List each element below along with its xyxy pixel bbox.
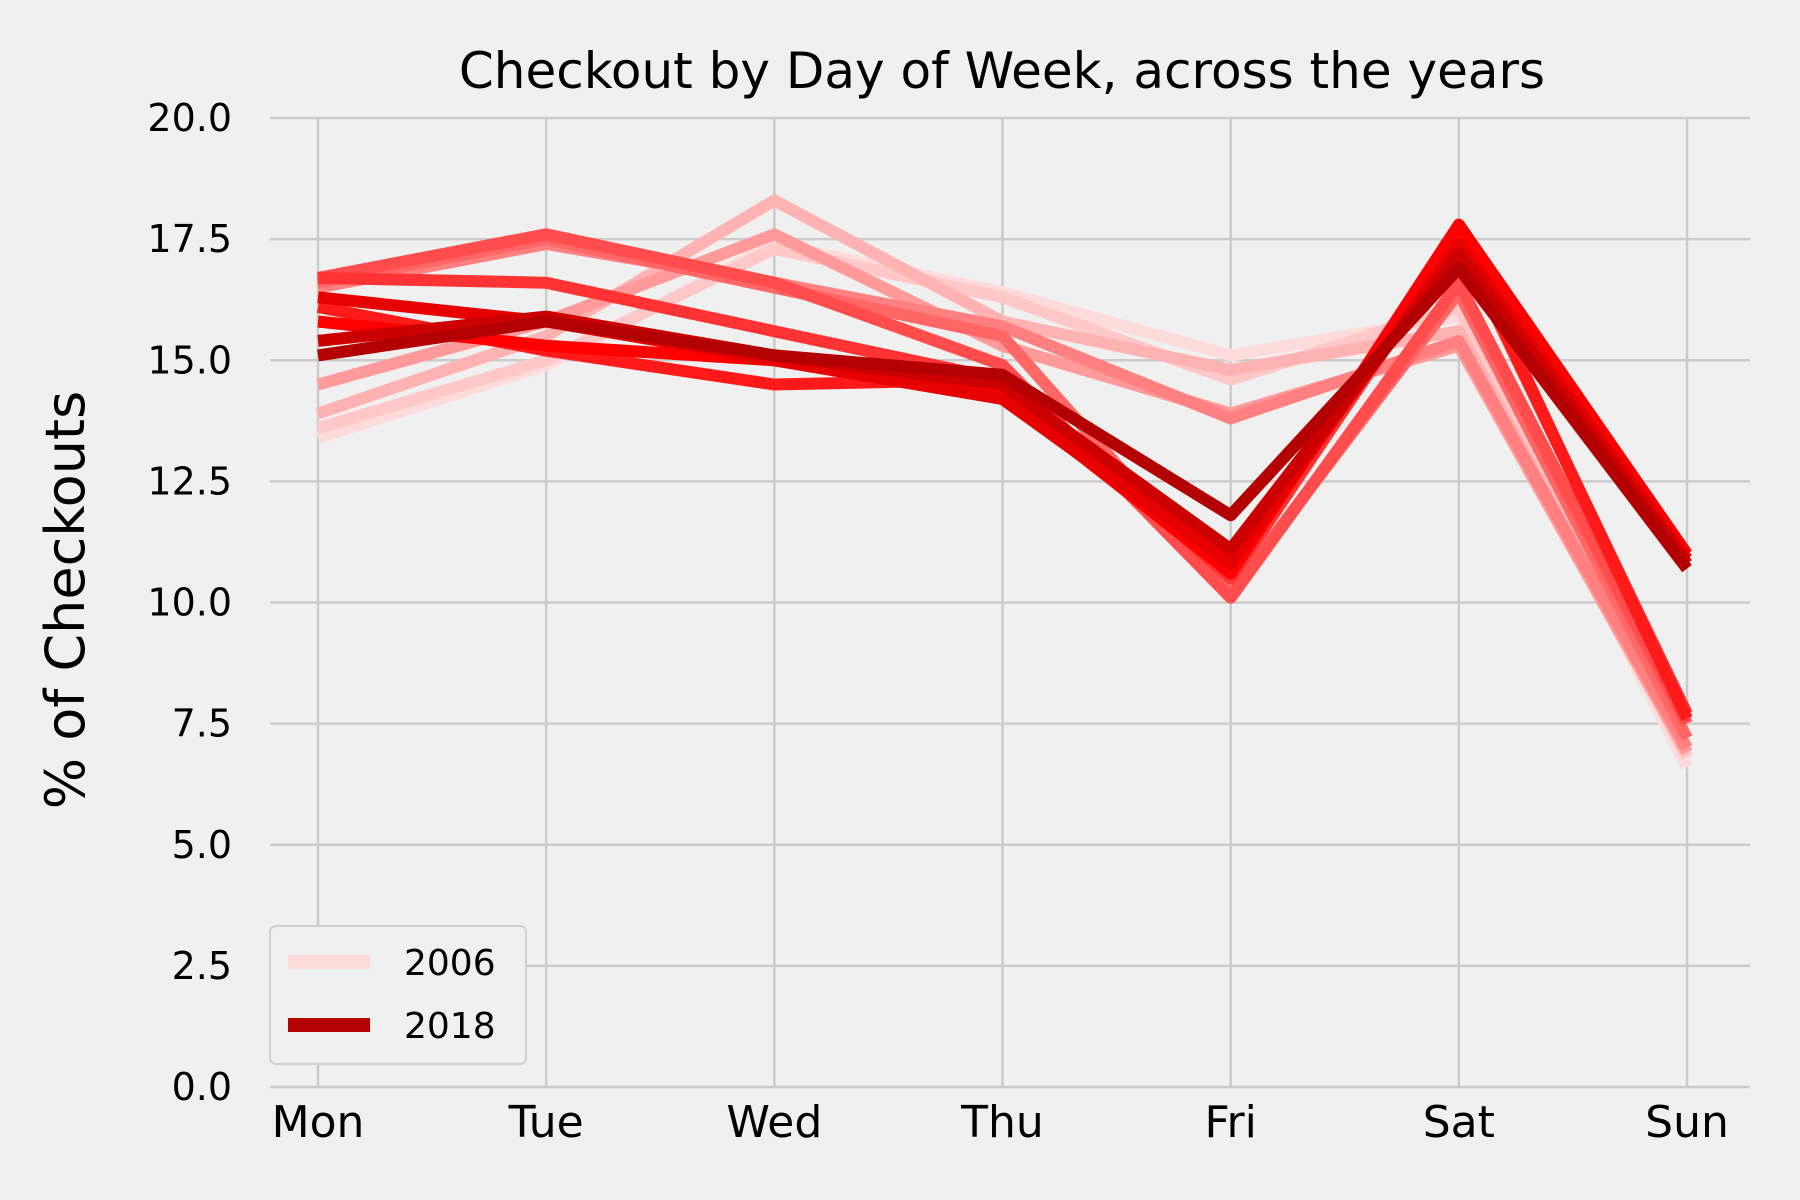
y-tick-label: 15.0 [147, 338, 232, 382]
x-tick-label: Fri [1204, 1097, 1256, 1148]
y-tick-label: 2.5 [172, 944, 232, 988]
y-axis-ticks: 0.0 2.5 5.0 7.5 10.0 12.5 15.0 17.5 20.0 [147, 96, 232, 1109]
y-tick-label: 0.0 [172, 1065, 232, 1109]
x-tick-label: Mon [272, 1097, 365, 1148]
x-tick-label: Sun [1645, 1097, 1729, 1148]
y-tick-label: 5.0 [172, 823, 232, 867]
y-tick-label: 12.5 [147, 459, 232, 503]
x-axis-ticks: Mon Tue Wed Thu Fri Sat Sun [272, 1097, 1729, 1148]
series-line-1 [316, 242, 1693, 761]
y-tick-label: 20.0 [147, 96, 232, 140]
y-tick-label: 7.5 [172, 702, 232, 746]
x-tick-label: Thu [960, 1097, 1044, 1148]
y-axis-label: % of Checkouts [34, 391, 97, 809]
legend: 2006 2018 [269, 925, 527, 1065]
series-line-12 [317, 262, 1692, 573]
y-tick-label: 10.0 [147, 581, 232, 625]
chart-title: Checkout by Day of Week, across the year… [459, 42, 1545, 100]
x-tick-label: Tue [508, 1097, 584, 1148]
x-tick-label: Sat [1423, 1097, 1495, 1148]
x-tick-label: Wed [726, 1097, 822, 1148]
legend-label: 2018 [404, 1006, 496, 1047]
y-tick-label: 17.5 [147, 217, 232, 261]
series-line-6 [316, 228, 1693, 727]
series-lines [316, 194, 1693, 770]
legend-label: 2006 [404, 943, 496, 984]
